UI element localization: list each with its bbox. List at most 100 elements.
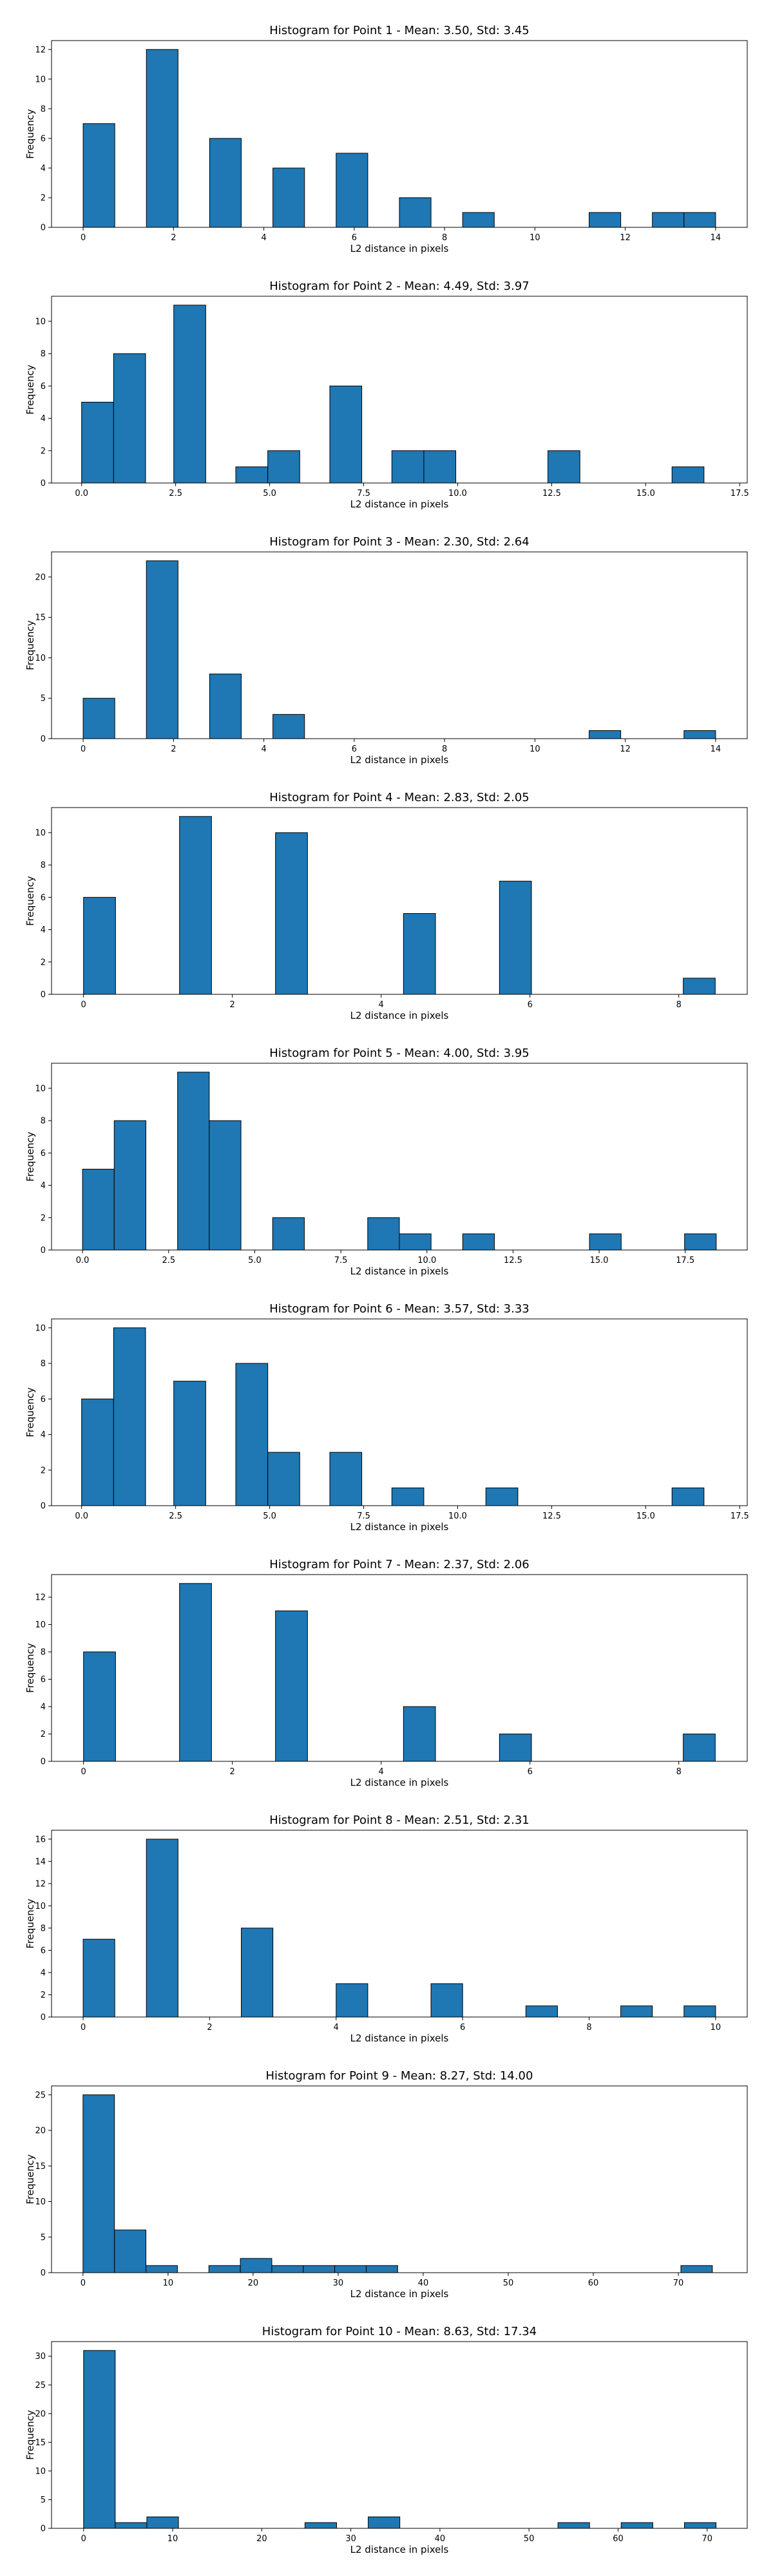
y-tick-label: 4: [41, 414, 46, 424]
y-tick-label: 10: [35, 1323, 46, 1333]
y-tick-label: 0: [41, 2269, 46, 2278]
histogram-bar: [115, 2522, 148, 2529]
y-tick-label: 12: [35, 1593, 46, 1603]
chart-title: Histogram for Point 3 - Mean: 2.30, Std:…: [269, 535, 530, 549]
y-tick-label: 0: [41, 2013, 46, 2023]
x-tick-label: 6: [528, 1767, 533, 1777]
x-axis-label: L2 distance in pixels: [350, 754, 449, 766]
y-tick-label: 10: [35, 1084, 46, 1094]
y-tick-label: 8: [41, 861, 46, 871]
y-axis-label: Frequency: [24, 876, 36, 926]
y-tick-label: 2: [41, 1213, 46, 1223]
y-tick-label: 8: [41, 104, 46, 114]
x-tick-label: 0: [81, 744, 86, 754]
x-axis-label: L2 distance in pixels: [350, 2032, 449, 2044]
y-tick-label: 5: [41, 694, 46, 704]
x-tick-label: 40: [418, 2278, 429, 2288]
histogram-bar: [81, 401, 114, 484]
histogram-bar: [589, 730, 622, 739]
chart-title: Histogram for Point 1 - Mean: 3.50, Std:…: [269, 24, 530, 37]
histogram-bar: [146, 2265, 178, 2273]
y-tick-label: 20: [35, 573, 46, 582]
y-tick-label: 10: [35, 2197, 46, 2207]
histogram-bar: [83, 896, 116, 995]
histogram-bar: [209, 138, 242, 228]
y-tick-label: 8: [41, 1117, 46, 1126]
histogram-bar: [620, 2522, 653, 2529]
x-tick-label: 20: [256, 2534, 267, 2544]
histogram-bar: [683, 212, 716, 228]
histogram-bar: [499, 880, 532, 995]
plot-frame: [51, 1830, 748, 2018]
x-tick-label: 2.5: [162, 1256, 175, 1265]
plot-frame: [51, 40, 748, 228]
histogram-bar: [275, 1610, 308, 1762]
histogram-bar: [403, 1706, 436, 1762]
x-tick-label: 0.0: [75, 1511, 88, 1521]
histogram-panel-4: Histogram for Point 4 - Mean: 2.83, Std:…: [24, 791, 748, 1021]
y-tick-label: 12: [35, 1879, 46, 1889]
histogram-bar: [671, 466, 705, 484]
histogram-bar: [146, 49, 178, 228]
y-tick-label: 10: [35, 654, 46, 663]
histogram-bar: [177, 1072, 210, 1251]
x-tick-label: 10: [711, 2023, 721, 2032]
y-tick-label: 4: [41, 1968, 46, 1978]
x-tick-label: 50: [503, 2278, 514, 2288]
histogram-bar: [684, 1233, 717, 1251]
y-tick-label: 20: [35, 2409, 46, 2419]
y-tick-label: 6: [41, 1149, 46, 1159]
y-tick-label: 2: [41, 1730, 46, 1739]
histogram-bar: [82, 123, 115, 228]
x-tick-label: 30: [333, 2278, 344, 2288]
histogram-bar: [146, 2516, 179, 2529]
y-tick-label: 4: [41, 1430, 46, 1440]
histogram-panel-9: Histogram for Point 9 - Mean: 8.27, Std:…: [24, 2069, 748, 2300]
x-tick-label: 7.5: [357, 489, 370, 498]
y-tick-label: 8: [41, 1648, 46, 1658]
y-axis-label: Frequency: [24, 365, 36, 415]
histogram-panel-10: Histogram for Point 10 - Mean: 8.63, Std…: [24, 2325, 748, 2555]
x-tick-label: 17.5: [730, 1511, 749, 1521]
y-tick-label: 15: [35, 2438, 46, 2448]
y-axis-label: Frequency: [24, 109, 36, 159]
x-tick-label: 12: [620, 744, 631, 754]
x-tick-label: 17.5: [730, 489, 749, 498]
y-tick-label: 6: [41, 1946, 46, 1956]
histogram-bar: [589, 1233, 622, 1251]
x-tick-label: 10.0: [448, 1511, 467, 1521]
x-tick-label: 7.5: [334, 1256, 348, 1265]
y-tick-label: 10: [35, 317, 46, 327]
y-tick-label: 4: [41, 164, 46, 173]
histogram-bar: [272, 714, 305, 739]
x-tick-label: 10: [530, 744, 540, 754]
y-tick-label: 10: [35, 2467, 46, 2476]
chart-title: Histogram for Point 7 - Mean: 2.37, Std:…: [269, 1558, 530, 1571]
chart-title: Histogram for Point 5 - Mean: 4.00, Std:…: [269, 1046, 530, 1060]
x-tick-label: 0: [81, 2534, 86, 2544]
x-tick-label: 8: [676, 1000, 682, 1010]
x-tick-label: 60: [588, 2278, 599, 2288]
x-tick-label: 0: [81, 2023, 86, 2032]
histogram-bar: [173, 305, 206, 484]
histogram-bar: [303, 2265, 336, 2273]
chart-title: Histogram for Point 2 - Mean: 4.49, Std:…: [269, 279, 530, 293]
histogram-bar: [462, 1233, 495, 1251]
x-tick-label: 5.0: [263, 489, 276, 498]
y-tick-label: 2: [41, 193, 46, 203]
x-tick-label: 30: [345, 2534, 356, 2544]
histogram-bar: [235, 466, 269, 484]
y-tick-label: 12: [35, 45, 46, 55]
histogram-bar: [462, 212, 495, 228]
histogram-bar: [235, 1363, 269, 1506]
x-tick-label: 7.5: [357, 1511, 370, 1521]
histogram-bar: [366, 2265, 398, 2273]
x-tick-label: 0: [81, 1000, 86, 1010]
histogram-bar: [81, 1398, 114, 1506]
histogram-bar: [683, 1734, 716, 1762]
x-axis-label: L2 distance in pixels: [350, 1521, 449, 1533]
histogram-panel-1: Histogram for Point 1 - Mean: 3.50, Std:…: [24, 24, 748, 254]
histogram-panel-6: Histogram for Point 6 - Mean: 3.57, Std:…: [24, 1302, 749, 1533]
histogram-bar: [548, 450, 580, 484]
histogram-panel-2: Histogram for Point 2 - Mean: 4.49, Std:…: [24, 279, 749, 510]
